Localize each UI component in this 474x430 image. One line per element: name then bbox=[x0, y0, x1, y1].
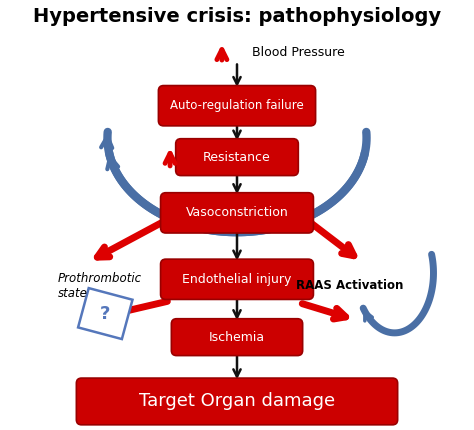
FancyBboxPatch shape bbox=[161, 259, 313, 299]
FancyBboxPatch shape bbox=[176, 139, 298, 175]
Text: Ischemia: Ischemia bbox=[209, 331, 265, 344]
Text: Vasoconstriction: Vasoconstriction bbox=[186, 206, 288, 219]
Text: Target Organ damage: Target Organ damage bbox=[139, 393, 335, 411]
Text: Prothrombotic
state: Prothrombotic state bbox=[58, 272, 142, 300]
Text: ?: ? bbox=[100, 304, 110, 322]
Text: Hypertensive crisis: pathophysiology: Hypertensive crisis: pathophysiology bbox=[33, 7, 441, 26]
FancyBboxPatch shape bbox=[172, 319, 302, 356]
Text: RAAS Activation: RAAS Activation bbox=[296, 279, 403, 292]
FancyBboxPatch shape bbox=[76, 378, 398, 425]
FancyBboxPatch shape bbox=[78, 288, 133, 339]
Text: Auto-regulation failure: Auto-regulation failure bbox=[170, 99, 304, 112]
FancyBboxPatch shape bbox=[161, 193, 313, 233]
Text: Blood Pressure: Blood Pressure bbox=[252, 46, 345, 59]
FancyBboxPatch shape bbox=[158, 86, 316, 126]
Text: Endothelial injury: Endothelial injury bbox=[182, 273, 292, 286]
Text: Resistance: Resistance bbox=[203, 150, 271, 164]
